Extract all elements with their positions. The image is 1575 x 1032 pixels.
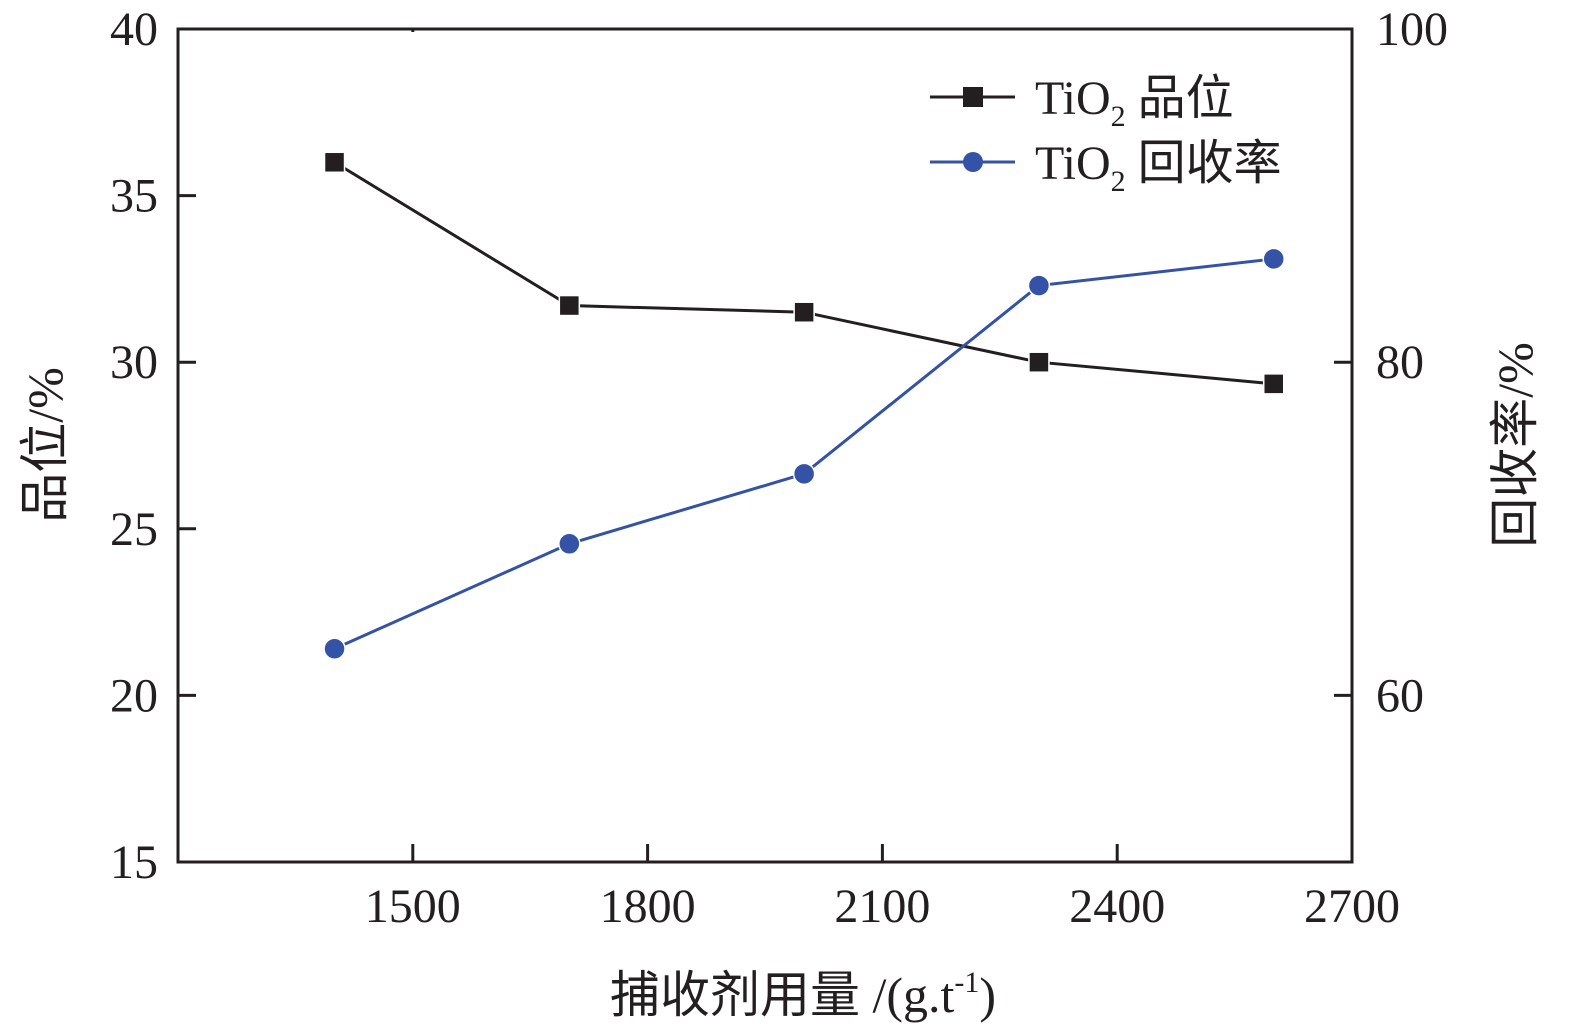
data-point-circle — [323, 637, 346, 661]
left-y-tick-label: 20 — [110, 669, 158, 722]
data-point-circle — [1262, 247, 1285, 271]
data-point-circle — [1027, 274, 1051, 297]
series-line — [333, 160, 1274, 386]
right-y-tick-label: 60 — [1376, 669, 1424, 722]
plot-frame — [176, 27, 1354, 864]
right-y-axis-title: 回收率/% — [1487, 342, 1543, 548]
legend-square-marker-icon — [963, 87, 983, 107]
left-y-tick-label: 25 — [110, 503, 158, 556]
left-y-axis-title: 品位/% — [17, 367, 73, 523]
legend-label-grade: TiO2 品位 — [1035, 72, 1234, 133]
legend-item-grade: TiO2 品位 — [930, 72, 1234, 133]
series-recovery — [323, 247, 1285, 661]
left-y-tick-label: 35 — [110, 170, 158, 223]
legend: TiO2 品位 TiO2 回收率 — [930, 72, 1282, 198]
x-tick-label: 2100 — [834, 880, 930, 933]
left-y-axis-ticks: 15 20 25 30 35 40 — [110, 3, 196, 889]
data-point-square — [1262, 373, 1285, 395]
x-axis-title: 捕收剂用量 /(g.t-1) — [610, 966, 996, 1023]
right-y-tick-label: 80 — [1376, 336, 1424, 389]
data-point-square — [558, 294, 581, 317]
x-tick-label: 2400 — [1069, 880, 1165, 933]
right-y-tick-label: 100 — [1376, 3, 1448, 56]
x-tick-label: 2700 — [1304, 880, 1400, 933]
legend-item-recovery: TiO2 回收率 — [930, 137, 1282, 198]
right-y-axis-ticks: 60 80 100 — [1334, 3, 1448, 722]
legend-circle-marker-icon — [963, 152, 983, 172]
data-point-square — [323, 151, 346, 174]
left-y-tick-label: 30 — [110, 336, 158, 389]
data-point-circle — [558, 532, 581, 556]
left-y-tick-label: 15 — [110, 836, 158, 889]
series-layer — [323, 151, 1285, 661]
data-point-square — [1028, 351, 1050, 373]
series-grade — [323, 151, 1285, 395]
left-y-tick-label: 40 — [110, 3, 158, 56]
x-tick-label: 1800 — [600, 880, 696, 933]
data-point-circle — [792, 462, 816, 486]
data-point-square — [793, 301, 815, 323]
legend-label-recovery: TiO2 回收率 — [1035, 137, 1282, 198]
x-tick-label: 1500 — [365, 880, 461, 933]
x-axis-ticks: 1500 1800 2100 2400 2700 — [365, 29, 1400, 933]
